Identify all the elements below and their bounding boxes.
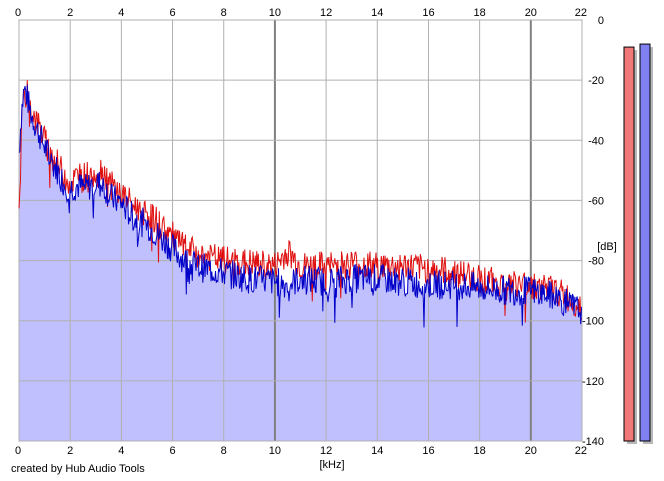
y-tick-label: -140 — [582, 436, 604, 448]
x-tick-label-top: 20 — [525, 7, 537, 19]
x-tick-label-bottom: 8 — [221, 445, 227, 457]
x-tick-label-top: 4 — [118, 7, 124, 19]
credit-text: created by Hub Audio Tools — [11, 463, 145, 475]
spectrum-fill — [19, 84, 582, 441]
level-meter-right — [639, 43, 651, 442]
x-tick-label-bottom: 6 — [169, 445, 175, 457]
x-tick-label-top: 14 — [371, 7, 383, 19]
series-right-channel-line — [18, 84, 582, 328]
x-tick-label-bottom: 20 — [525, 445, 537, 457]
x-tick-label-top: 8 — [221, 7, 227, 19]
x-tick-label-top: 22 — [575, 7, 587, 19]
x-tick-label-bottom: 14 — [371, 445, 383, 457]
x-tick-label-bottom: 18 — [474, 445, 486, 457]
level-meter-left — [623, 46, 635, 442]
y-tick-label: -100 — [582, 316, 604, 328]
x-tick-label-top: 0 — [15, 7, 21, 19]
x-tick-label-bottom: 22 — [575, 445, 587, 457]
x-tick-label-bottom: 4 — [118, 445, 124, 457]
y-tick-label: 0 — [598, 15, 604, 27]
series-left-channel-line — [18, 80, 582, 323]
y-tick-label: -120 — [582, 376, 604, 388]
x-tick-label-bottom: 10 — [269, 445, 281, 457]
x-tick-label-top: 2 — [67, 7, 73, 19]
x-tick-label-bottom: 2 — [67, 445, 73, 457]
x-tick-label-top: 10 — [269, 7, 281, 19]
y-tick-label: -20 — [588, 75, 604, 87]
x-tick-label-bottom: 12 — [320, 445, 332, 457]
x-tick-label-bottom: 0 — [15, 445, 21, 457]
y-axis-label: [dB] — [597, 241, 617, 253]
y-tick-label: -40 — [588, 135, 604, 147]
x-tick-label-top: 16 — [422, 7, 434, 19]
x-tick-label-top: 18 — [474, 7, 486, 19]
y-tick-label: -80 — [588, 256, 604, 268]
x-axis-label: [kHz] — [319, 459, 344, 471]
x-tick-label-top: 12 — [320, 7, 332, 19]
x-tick-label-top: 6 — [169, 7, 175, 19]
x-tick-label-bottom: 16 — [422, 445, 434, 457]
y-tick-label: -60 — [588, 195, 604, 207]
